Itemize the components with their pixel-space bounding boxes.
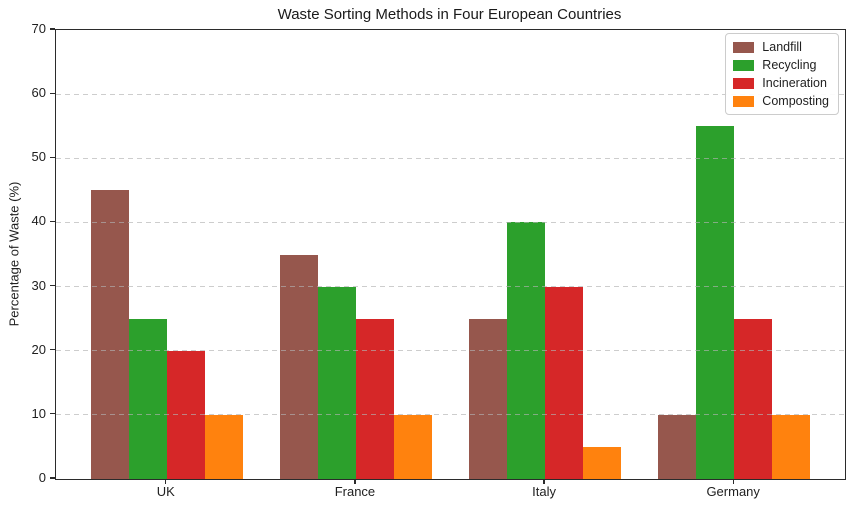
y-tick-mark — [50, 284, 55, 287]
y-tick-mark — [50, 349, 55, 351]
x-tick-mark — [732, 479, 734, 484]
gridline-y-60 — [56, 93, 845, 95]
x-tick-mark — [165, 479, 167, 484]
legend-swatch-incineration — [733, 77, 755, 89]
x-tick-mark — [543, 479, 545, 484]
legend: Landfill Recycling Incineration Composting — [725, 33, 839, 115]
x-tick-mark — [354, 479, 356, 484]
bar-composting-france — [393, 414, 432, 479]
y-tick-label: 30 — [31, 277, 46, 293]
y-tick-label: 20 — [31, 341, 46, 357]
y-tick-label: 60 — [31, 85, 46, 101]
legend-item-composting: Composting — [733, 94, 829, 108]
legend-swatch-composting — [733, 95, 755, 107]
legend-item-landfill: Landfill — [733, 40, 829, 54]
y-tick-label: 70 — [31, 21, 46, 36]
bar-landfill-germany — [658, 414, 697, 479]
legend-swatch-landfill — [733, 41, 755, 53]
y-tick-mark — [50, 156, 55, 158]
legend-item-recycling: Recycling — [733, 58, 829, 72]
y-tick-label: 0 — [38, 470, 46, 485]
legend-item-incineration: Incineration — [733, 76, 829, 90]
bar-composting-italy — [583, 446, 622, 479]
legend-label: Incineration — [762, 76, 827, 90]
y-tick-mark — [50, 477, 55, 479]
bar-landfill-uk — [90, 190, 129, 479]
legend-label: Recycling — [762, 58, 817, 72]
x-tick-label-uk: UK — [156, 484, 175, 499]
bar-composting-uk — [204, 414, 243, 479]
chart-title: Waste Sorting Methods in Four European C… — [277, 6, 622, 23]
legend-swatch-recycling — [733, 59, 755, 71]
bar-landfill-france — [279, 254, 318, 479]
y-tick-mark — [50, 92, 55, 94]
plot-area — [55, 29, 846, 480]
bar-recycling-germany — [696, 126, 735, 479]
y-tick-label: 10 — [31, 405, 46, 421]
y-tick-mark — [50, 413, 55, 415]
gridline-y-20 — [56, 350, 845, 352]
gridline-y-10 — [56, 414, 845, 416]
x-tick-label-germany: Germany — [706, 484, 760, 499]
gridline-y-50 — [56, 157, 845, 159]
bar-incineration-germany — [734, 318, 773, 479]
bar-recycling-france — [317, 286, 356, 479]
legend-label: Composting — [762, 94, 829, 108]
y-tick-mark — [50, 220, 55, 223]
legend-label: Landfill — [762, 40, 802, 54]
y-tick-label: 40 — [31, 213, 46, 229]
y-tick-label: 50 — [31, 149, 46, 165]
gridline-y-40 — [56, 221, 845, 223]
x-tick-label-france: France — [334, 484, 376, 499]
bar-composting-germany — [772, 414, 811, 479]
bar-incineration-france — [355, 318, 394, 479]
bar-landfill-italy — [469, 318, 508, 479]
y-tick-mark — [50, 28, 55, 30]
gridline-y-30 — [56, 286, 845, 288]
bar-incineration-italy — [545, 286, 584, 479]
bar-recycling-uk — [128, 318, 167, 479]
x-tick-label-italy: Italy — [532, 484, 556, 499]
